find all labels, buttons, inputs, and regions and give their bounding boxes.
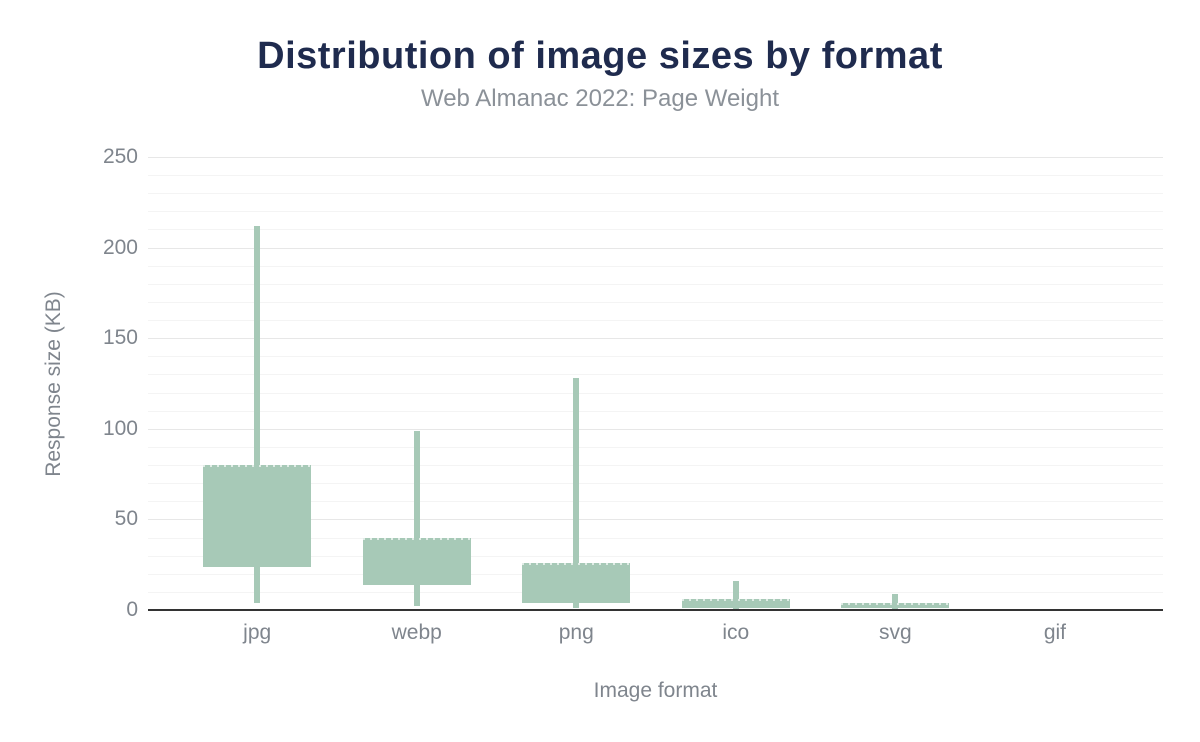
major-gridline [148,338,1163,340]
minor-gridline [148,501,1163,503]
minor-gridline [148,573,1163,575]
major-gridline [148,157,1163,158]
minor-gridline [148,591,1163,593]
chart-subtitle: Web Almanac 2022: Page Weight [420,85,779,112]
x-category-label: ico [722,621,750,644]
box-ico [681,599,790,609]
minor-gridline [148,229,1163,231]
box-svg [841,602,950,609]
whisker-webp [413,430,420,607]
minor-gridline [148,555,1163,557]
major-gridline [148,247,1163,249]
minor-gridline [148,265,1163,267]
minor-gridline [148,211,1163,213]
minor-gridline [148,465,1163,467]
box-top-edge [522,562,631,565]
minor-gridline [148,320,1163,322]
x-category-label: svg [879,621,912,644]
y-axis-title: Response size (KB) [42,290,65,477]
minor-gridline [148,356,1163,358]
x-axis-title: Image format [593,679,718,702]
box-jpg [203,465,312,567]
box-top-edge [841,602,950,605]
x-category-label: gif [1043,621,1067,644]
y-tick-label: 200 [102,235,138,259]
minor-gridline [148,537,1163,539]
box-top-edge [203,465,312,468]
minor-gridline [148,392,1163,394]
whisker-png [573,378,580,609]
minor-gridline [148,301,1163,303]
minor-gridline [148,175,1163,177]
x-axis-line [148,609,1163,611]
whisker-jpg [254,225,261,603]
major-gridline [148,519,1163,521]
minor-gridline [148,283,1163,285]
y-tick-label: 250 [102,145,138,168]
box-png [522,562,631,603]
box-top-edge [681,599,790,602]
x-category-label: png [558,621,594,644]
box-webp [362,537,471,585]
y-tick-label: 150 [102,326,138,350]
chart-title: Distribution of image sizes by format [257,35,943,77]
minor-gridline [148,193,1163,195]
whisker-svg [892,593,899,610]
y-tick-label: 100 [102,416,138,440]
whisker-ico [732,581,739,610]
y-tick-label: 0 [126,598,138,621]
major-gridline [148,428,1163,430]
minor-gridline [148,410,1163,412]
minor-gridline [148,446,1163,448]
minor-gridline [148,483,1163,485]
x-category-label: webp [391,621,442,644]
box-top-edge [362,537,471,540]
x-category-label: jpg [243,621,272,644]
y-tick-label: 50 [114,507,138,531]
minor-gridline [148,374,1163,376]
